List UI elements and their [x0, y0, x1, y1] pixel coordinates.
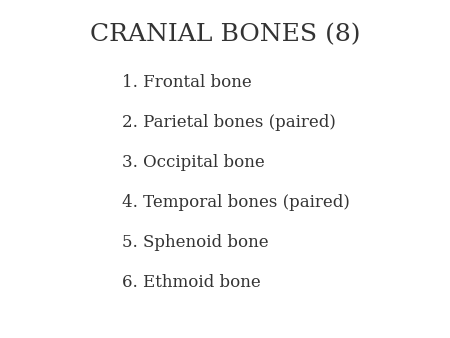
Text: 6. Ethmoid bone: 6. Ethmoid bone [122, 274, 260, 291]
Text: 1. Frontal bone: 1. Frontal bone [122, 74, 251, 91]
Text: 3. Occipital bone: 3. Occipital bone [122, 154, 264, 171]
Text: 5. Sphenoid bone: 5. Sphenoid bone [122, 234, 268, 251]
Text: CRANIAL BONES (8): CRANIAL BONES (8) [90, 24, 360, 47]
Text: 2. Parietal bones (paired): 2. Parietal bones (paired) [122, 114, 335, 131]
Text: 4. Temporal bones (paired): 4. Temporal bones (paired) [122, 194, 349, 211]
